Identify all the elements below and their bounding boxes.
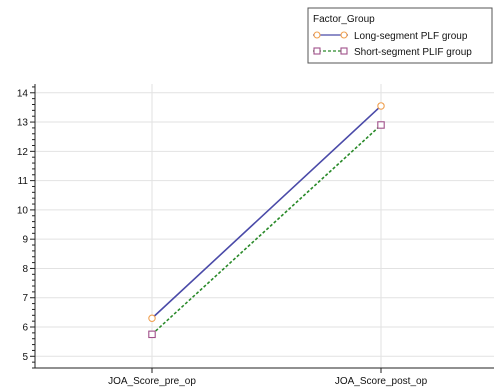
y-tick-label: 5 [22, 352, 28, 363]
y-tick-label: 12 [17, 147, 29, 158]
data-point-long-segment [148, 314, 156, 322]
data-point-short-segment [148, 330, 156, 339]
y-tick-label: 8 [22, 264, 28, 275]
data-point-long-segment [377, 102, 385, 110]
x-tick-label: JOA_Score_pre_op [108, 376, 196, 387]
axes: 5 6 7 8 9 10 11 12 13 14 JOA_Score_pre_op JOA_Score… [17, 84, 494, 387]
legend-marker-short-segment-end [340, 47, 348, 55]
legend-marker-long-segment [313, 31, 321, 39]
series-line-short-segment [151, 124, 382, 335]
y-tick-label: 14 [17, 88, 29, 99]
legend-label-short-segment: Short-segment PLIF group [354, 47, 472, 58]
legend-marker-short-segment [313, 47, 321, 55]
series-line-long-segment [151, 105, 382, 319]
grid-lines [35, 84, 494, 368]
legend-label-long-segment: Long-segment PLF group [354, 31, 468, 42]
series-layer [148, 102, 385, 339]
legend-marker-long-segment-end [340, 31, 348, 39]
x-tick-label: JOA_Score_post_op [335, 376, 428, 387]
y-tick-label: 13 [17, 118, 29, 129]
data-point-short-segment [377, 121, 385, 129]
y-tick-label: 9 [22, 235, 28, 246]
y-tick-label: 6 [22, 323, 28, 334]
y-tick-label: 10 [17, 205, 29, 216]
y-tick-label: 11 [18, 176, 29, 187]
y-tick-label: 7 [22, 293, 28, 304]
legend-title: Factor_Group [313, 14, 375, 25]
legend: Factor_Group Long-segment PLF group Shor… [307, 7, 493, 64]
